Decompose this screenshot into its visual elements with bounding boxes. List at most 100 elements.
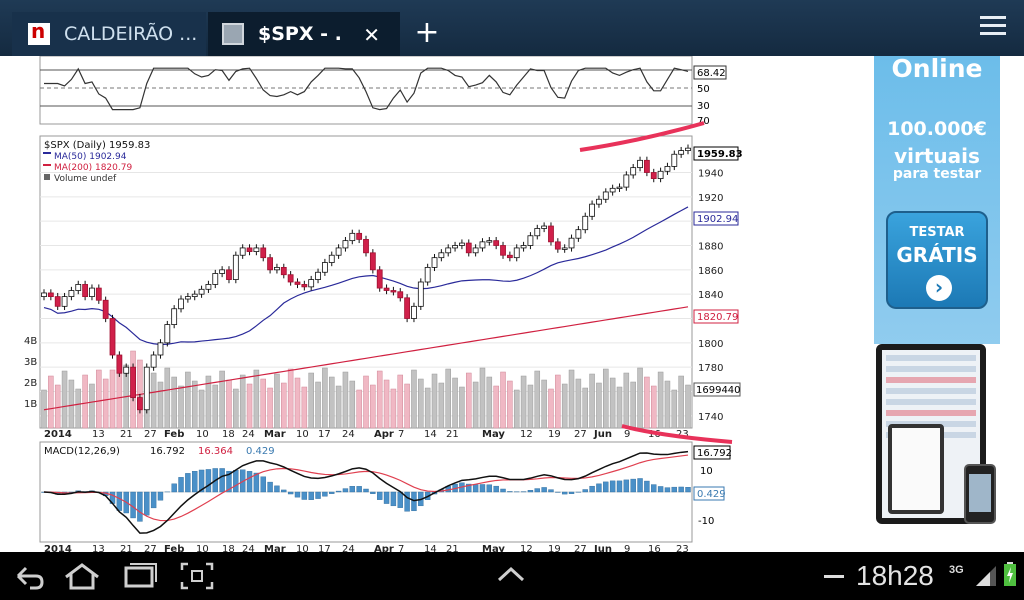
x-tick-label: Feb <box>164 544 184 552</box>
chevron-up-icon[interactable] <box>496 562 526 586</box>
battery-icon <box>1004 562 1016 586</box>
macd-hist-bar <box>616 480 623 493</box>
volume-bar <box>205 375 212 429</box>
macd-tick: 10 <box>700 466 713 477</box>
ad-button-line2: GRÁTIS <box>896 243 978 267</box>
candle-body <box>589 203 595 217</box>
candle-body <box>493 240 500 246</box>
volume-bar <box>54 384 61 429</box>
candle-body <box>54 296 61 307</box>
candle-body <box>424 266 431 283</box>
ad-headline: Online <box>891 56 983 83</box>
macd-hist-bar <box>623 479 630 493</box>
x-tick-label: 2014 <box>44 429 72 440</box>
candle-body <box>417 281 424 307</box>
macd-hist-bar <box>287 491 294 495</box>
volume-tick-label: 3B <box>24 357 37 368</box>
macd-hist-bar <box>322 491 328 497</box>
volume-bar <box>664 380 671 429</box>
x-tick-label: 21 <box>446 544 459 552</box>
macd-hist-bar <box>630 478 636 493</box>
candle-body <box>294 281 301 285</box>
phone-image <box>964 464 996 524</box>
ma200-line <box>43 306 689 411</box>
screenshot-icon[interactable] <box>180 562 214 590</box>
volume-bar <box>486 376 493 429</box>
macd-hist-bar <box>404 491 410 512</box>
volume-bar <box>678 375 684 429</box>
candle-body <box>89 287 95 297</box>
x-tick-label: 19 <box>548 544 561 552</box>
macd-tick: -10 <box>698 516 714 527</box>
spx-stock-chart[interactable]: 68.42 50 30 70 1940192019001880186018401… <box>0 56 872 552</box>
x-tick-label: 12 <box>520 429 533 440</box>
candle-body <box>178 298 184 310</box>
macd-hist-bar <box>685 487 691 493</box>
candle-body <box>568 237 575 249</box>
tab-caldeirao[interactable]: CALDEIRÃO ... <box>12 12 206 56</box>
volume-bar <box>657 371 664 429</box>
volume-tick-label: 1B <box>24 399 37 410</box>
price-tick-label: 1780 <box>698 363 723 374</box>
volume-bar <box>267 387 273 429</box>
home-icon[interactable] <box>62 562 102 590</box>
volume-bar <box>445 368 451 429</box>
volume-bar <box>493 385 499 429</box>
ma50-line <box>43 206 689 346</box>
ma200-value-label: 1820.79 <box>697 312 738 323</box>
close-tab-button[interactable]: ✕ <box>363 23 380 47</box>
candle-body <box>534 228 541 237</box>
x-tick-label: 17 <box>318 544 331 552</box>
volume-bar <box>609 377 616 429</box>
macd-hist-bar <box>493 485 499 493</box>
volume-bar <box>582 387 588 429</box>
candle-body <box>465 242 472 254</box>
candle-body <box>219 269 226 274</box>
candle-body <box>637 159 643 169</box>
candle-body <box>68 290 75 297</box>
macd-hist-bar <box>157 491 164 501</box>
rsi-line <box>44 67 689 111</box>
candle-body <box>123 366 130 374</box>
volume-bar <box>328 376 335 429</box>
macd-hist-bar <box>301 491 308 500</box>
macd-hist-bar <box>664 487 671 493</box>
volume-bar <box>246 383 253 429</box>
x-tick-label: 10 <box>296 429 309 440</box>
candle-body <box>171 308 178 325</box>
macd-hist-bar <box>130 491 136 519</box>
candle-body <box>383 287 390 291</box>
recent-apps-icon[interactable] <box>120 562 160 590</box>
menu-icon[interactable] <box>980 16 1006 40</box>
volume-bar <box>568 369 575 429</box>
candle-body <box>267 257 273 271</box>
candle-body <box>623 174 630 188</box>
volume-bar <box>459 386 465 429</box>
macd-hist-bar <box>397 491 403 508</box>
rsi-value-label: 68.42 <box>697 68 726 79</box>
macd-hist-bar <box>507 491 513 493</box>
macd-value: 16.792 <box>150 446 185 457</box>
tab-spx[interactable]: $SPX - . ✕ <box>208 12 400 56</box>
web-content: 68.42 50 30 70 1940192019001880186018401… <box>0 56 1024 552</box>
x-tick-label: 24 <box>342 544 355 552</box>
volume-bar <box>431 373 438 429</box>
back-icon[interactable] <box>10 562 46 590</box>
x-tick-label: 23 <box>676 429 689 440</box>
tab-title: $SPX - . <box>258 23 342 45</box>
candle-body <box>671 153 678 167</box>
volume-bar <box>185 371 191 429</box>
candle-body <box>657 170 664 179</box>
volume-bar <box>596 382 602 429</box>
ad-try-free-button[interactable]: TESTAR GRÁTIS › <box>886 211 988 309</box>
ad-banner[interactable]: Online 100.000€ virtuais para testar TES… <box>874 56 1000 546</box>
candle-body <box>513 247 520 259</box>
new-tab-button[interactable]: + <box>414 15 440 50</box>
macd-hist-bar <box>342 488 349 493</box>
candle-body <box>369 252 376 271</box>
volume-bar <box>500 371 506 429</box>
volume-bar <box>164 367 171 429</box>
candle-body <box>102 299 109 319</box>
candle-body <box>116 354 123 374</box>
x-tick-label: 7 <box>398 544 404 552</box>
